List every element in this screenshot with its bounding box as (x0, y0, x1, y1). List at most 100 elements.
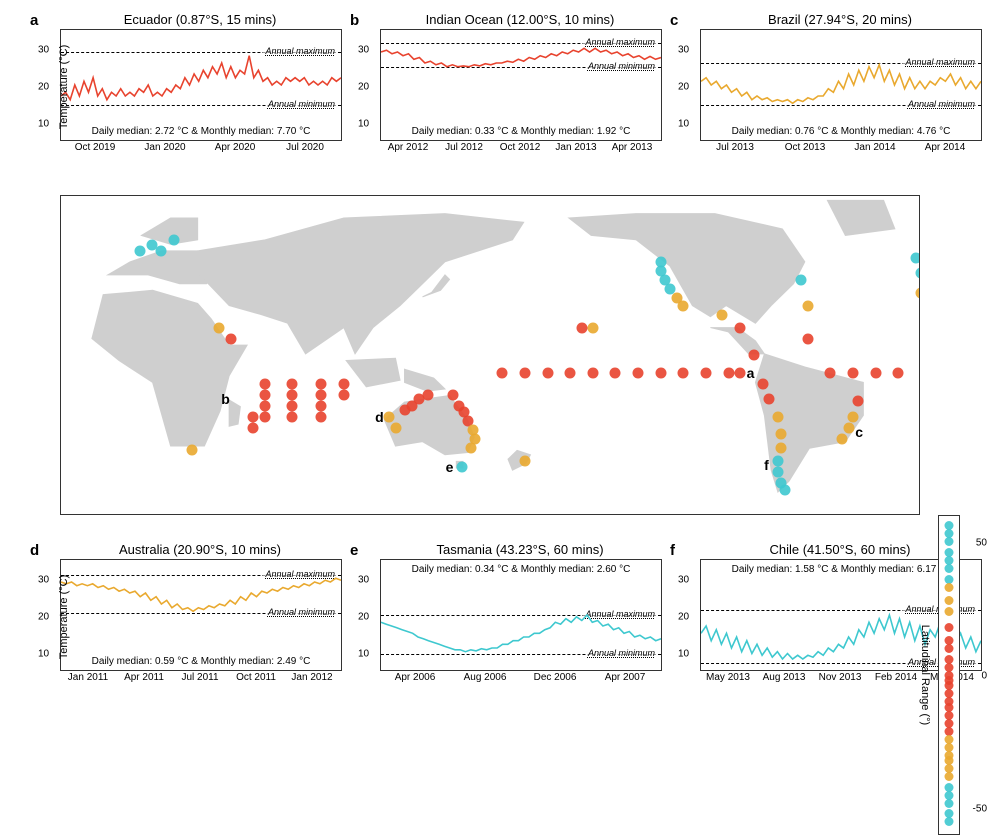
panel-c: cBrazil (27.94°S, 20 mins)Annual maximum… (700, 30, 980, 175)
map-point (852, 396, 863, 407)
map-point (734, 323, 745, 334)
map-point (169, 235, 180, 246)
legend-tick: 50 (976, 537, 987, 548)
map-point (259, 411, 270, 422)
legend-point (945, 596, 954, 605)
timeseries (701, 30, 981, 140)
x-tick: Apr 2013 (612, 142, 653, 189)
y-tick: 30 (358, 45, 369, 56)
legend-point (945, 772, 954, 781)
y-tick: 30 (358, 575, 369, 586)
map-point (338, 378, 349, 389)
map-point (893, 367, 904, 378)
map-point (678, 301, 689, 312)
map-point (338, 389, 349, 400)
map-label-e: e (446, 459, 454, 475)
panel-d: dAustralia (20.90°S, 10 mins)Annual maxi… (60, 560, 340, 705)
chart-area: Annual maximumAnnual minimumDaily median… (60, 559, 342, 671)
panel-title: Australia (20.90°S, 10 mins) (60, 542, 340, 557)
map-point (764, 394, 775, 405)
legend-point (945, 644, 954, 653)
x-tick: Jan 2011 (68, 672, 108, 719)
map-point (248, 422, 259, 433)
x-tick: Jul 2013 (716, 142, 754, 189)
map-label-a: a (747, 365, 755, 381)
map-label-f: f (764, 457, 769, 473)
x-tick: Jan 2013 (555, 142, 596, 189)
panel-a: aEcuador (0.87°S, 15 mins)Annual maximum… (60, 30, 340, 175)
x-tick: Jul 2011 (181, 672, 218, 719)
map-point (316, 411, 327, 422)
latitude-legend: Latitudinal Range (°)500-50 (938, 515, 960, 835)
panel-letter: e (350, 542, 358, 559)
panel-letter: f (670, 542, 675, 559)
y-tick: 20 (38, 612, 49, 623)
timeseries (61, 560, 341, 670)
chart-area: Annual maximumAnnual minimumDaily median… (380, 29, 662, 141)
map-point (259, 400, 270, 411)
panel-title: Brazil (27.94°S, 20 mins) (700, 12, 980, 27)
map-point (716, 310, 727, 321)
map-point (384, 411, 395, 422)
map-point (802, 334, 813, 345)
panel-title: Ecuador (0.87°S, 15 mins) (60, 12, 340, 27)
x-tick: Dec 2006 (534, 672, 577, 719)
x-tick: Jan 2012 (291, 672, 332, 719)
y-tick: 20 (358, 82, 369, 93)
map-point (286, 411, 297, 422)
map-point (135, 246, 146, 257)
map-point (542, 367, 553, 378)
y-tick: 10 (678, 118, 689, 129)
x-tick: Oct 2011 (236, 672, 276, 719)
x-tick: Aug 2013 (763, 672, 806, 719)
map-point (214, 323, 225, 334)
x-tick: May 2013 (706, 672, 750, 719)
map-point (286, 378, 297, 389)
legend-point (945, 564, 954, 573)
map-point (259, 378, 270, 389)
map-point (187, 444, 198, 455)
x-tick: Nov 2013 (819, 672, 862, 719)
map-point (848, 367, 859, 378)
map-point (248, 411, 259, 422)
panel-title: Tasmania (43.23°S, 60 mins) (380, 542, 660, 557)
x-tick: Oct 2013 (785, 142, 826, 189)
map-point (748, 349, 759, 360)
x-tick: Apr 2014 (925, 142, 966, 189)
timeseries (381, 560, 661, 670)
legend-point (945, 607, 954, 616)
chart-area: Annual maximumAnnual minimumDaily median… (60, 29, 342, 141)
map-point (757, 378, 768, 389)
map-point (519, 367, 530, 378)
map-point (916, 268, 921, 279)
x-tick: Oct 2019 (75, 142, 116, 189)
x-tick: Apr 2006 (395, 672, 436, 719)
map-point (465, 442, 476, 453)
y-axis-label: Temperature (°C) (58, 45, 70, 129)
x-tick: Jul 2020 (286, 142, 324, 189)
map-label-c: c (855, 424, 863, 440)
legend-point (945, 537, 954, 546)
legend-point (945, 799, 954, 808)
map-point (848, 411, 859, 422)
map-point (796, 274, 807, 285)
map-point (775, 429, 786, 440)
x-tick: Jan 2020 (144, 142, 185, 189)
map-point (825, 367, 836, 378)
map-point (678, 367, 689, 378)
map-label-d: d (375, 409, 384, 425)
map-point (802, 301, 813, 312)
map-point (911, 252, 920, 263)
x-tick: Apr 2007 (605, 672, 646, 719)
map-point (316, 400, 327, 411)
x-tick: Apr 2020 (215, 142, 256, 189)
y-tick: 30 (678, 575, 689, 586)
map-point (870, 367, 881, 378)
x-tick: Jan 2014 (854, 142, 895, 189)
map-point (610, 367, 621, 378)
map-point (316, 378, 327, 389)
chart-area: Annual maximumAnnual minimumDaily median… (380, 559, 662, 671)
panel-letter: c (670, 12, 678, 29)
map-point (565, 367, 576, 378)
map-label-b: b (221, 391, 230, 407)
